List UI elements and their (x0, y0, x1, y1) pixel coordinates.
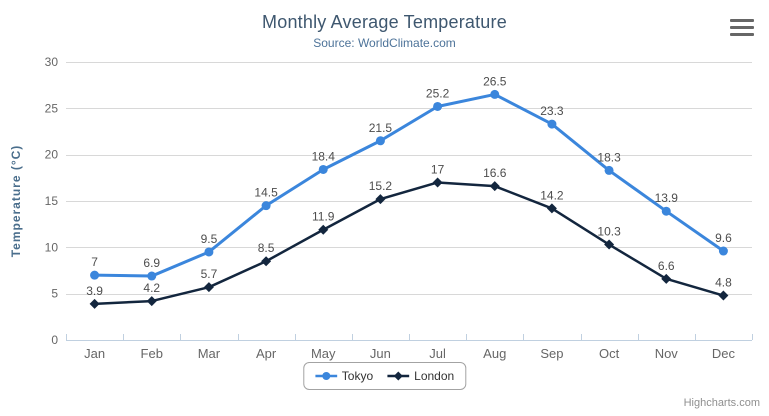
data-label-london-aug: 16.6 (483, 166, 507, 180)
point-tokyo-jan[interactable] (90, 270, 100, 280)
point-tokyo-aug[interactable] (490, 89, 500, 99)
x-axis-label-oct: Oct (599, 346, 620, 361)
point-london-jun[interactable] (375, 194, 386, 205)
x-axis-label-apr: Apr (256, 346, 277, 361)
point-tokyo-jul[interactable] (433, 101, 443, 111)
y-axis-label-5: 5 (51, 287, 58, 301)
point-london-jul[interactable] (432, 177, 443, 188)
data-label-tokyo-aug: 26.5 (483, 74, 507, 88)
x-axis-label-may: May (311, 346, 336, 361)
hamburger-bar (730, 26, 754, 29)
highcharts-credit[interactable]: Highcharts.com (683, 397, 760, 409)
data-label-tokyo-jun: 21.5 (369, 121, 393, 135)
data-label-tokyo-sep: 23.3 (540, 104, 564, 118)
x-axis-label-jan: Jan (84, 346, 105, 361)
chart-subtitle: Source: WorldClimate.com (313, 36, 456, 50)
data-label-london-apr: 8.5 (258, 241, 275, 255)
point-london-sep[interactable] (546, 203, 557, 214)
x-axis-label-jun: Jun (370, 346, 391, 361)
data-label-london-feb: 4.2 (143, 281, 160, 295)
data-label-tokyo-dec: 9.6 (715, 231, 732, 245)
data-label-tokyo-jul: 25.2 (426, 86, 450, 100)
point-london-aug[interactable] (489, 181, 500, 192)
data-label-tokyo-oct: 18.3 (597, 150, 621, 164)
y-axis-label-20: 20 (45, 148, 59, 162)
legend-item-london[interactable]: London (387, 369, 454, 383)
y-axis-title: Temperature (°C) (9, 144, 23, 258)
london-series-icon (387, 371, 410, 381)
point-london-oct[interactable] (604, 239, 615, 250)
data-label-london-jun: 15.2 (369, 179, 393, 193)
data-label-london-jul: 17 (431, 162, 445, 176)
series-line-tokyo[interactable] (93, 92, 725, 278)
point-tokyo-sep[interactable] (547, 119, 557, 129)
y-axis-label-0: 0 (51, 333, 58, 347)
point-tokyo-oct[interactable] (604, 165, 614, 175)
point-tokyo-jun[interactable] (375, 136, 385, 146)
point-tokyo-dec[interactable] (718, 246, 728, 256)
point-tokyo-mar[interactable] (204, 247, 214, 257)
point-london-feb[interactable] (146, 296, 157, 307)
y-axis-label-10: 10 (45, 240, 59, 254)
point-london-apr[interactable] (261, 256, 272, 267)
data-label-tokyo-may: 18.4 (312, 149, 336, 163)
point-tokyo-may[interactable] (318, 164, 328, 174)
legend: Tokyo London (302, 362, 467, 390)
data-label-tokyo-nov: 13.9 (655, 191, 679, 205)
chart-title: Monthly Average Temperature (262, 12, 507, 32)
data-label-london-may: 11.9 (312, 210, 335, 224)
x-axis-label-sep: Sep (540, 346, 563, 361)
legend-item-tokyo[interactable]: Tokyo (314, 369, 374, 383)
legend-label-london: London (414, 369, 455, 383)
data-label-london-dec: 4.8 (715, 276, 732, 290)
tokyo-series-icon (314, 372, 337, 380)
x-axis-label-jul: Jul (429, 346, 446, 361)
data-label-london-oct: 10.3 (597, 225, 621, 239)
x-axis-label-aug: Aug (483, 346, 506, 361)
data-label-tokyo-mar: 9.5 (201, 232, 218, 246)
context-menu-button[interactable] (729, 19, 755, 39)
point-london-dec[interactable] (718, 290, 729, 301)
data-label-london-sep: 14.2 (540, 188, 564, 202)
data-label-london-mar: 5.7 (201, 267, 218, 281)
hamburger-bar (730, 33, 754, 36)
point-tokyo-apr[interactable] (261, 201, 271, 211)
point-london-jan[interactable] (89, 298, 100, 309)
point-tokyo-feb[interactable] (147, 271, 157, 281)
point-tokyo-nov[interactable] (661, 206, 671, 216)
hamburger-icon (730, 19, 754, 36)
data-label-tokyo-jan: 7 (91, 255, 98, 269)
x-axis-label-dec: Dec (712, 346, 736, 361)
data-label-london-nov: 6.6 (658, 259, 675, 273)
point-london-mar[interactable] (203, 282, 214, 293)
y-axis-label-25: 25 (45, 101, 59, 115)
data-label-tokyo-apr: 14.5 (254, 186, 278, 200)
x-axis-label-nov: Nov (655, 346, 679, 361)
y-axis-label-15: 15 (45, 194, 59, 208)
data-label-london-jan: 3.9 (86, 284, 103, 298)
y-axis-label-30: 30 (45, 55, 59, 69)
x-axis-label-mar: Mar (198, 346, 221, 361)
data-label-tokyo-feb: 6.9 (143, 256, 160, 270)
point-london-nov[interactable] (661, 273, 672, 284)
hamburger-bar (730, 19, 754, 22)
point-london-may[interactable] (318, 224, 329, 235)
legend-label-tokyo: Tokyo (341, 369, 374, 383)
series-line-london[interactable] (93, 181, 725, 306)
x-axis-label-feb: Feb (141, 346, 163, 361)
